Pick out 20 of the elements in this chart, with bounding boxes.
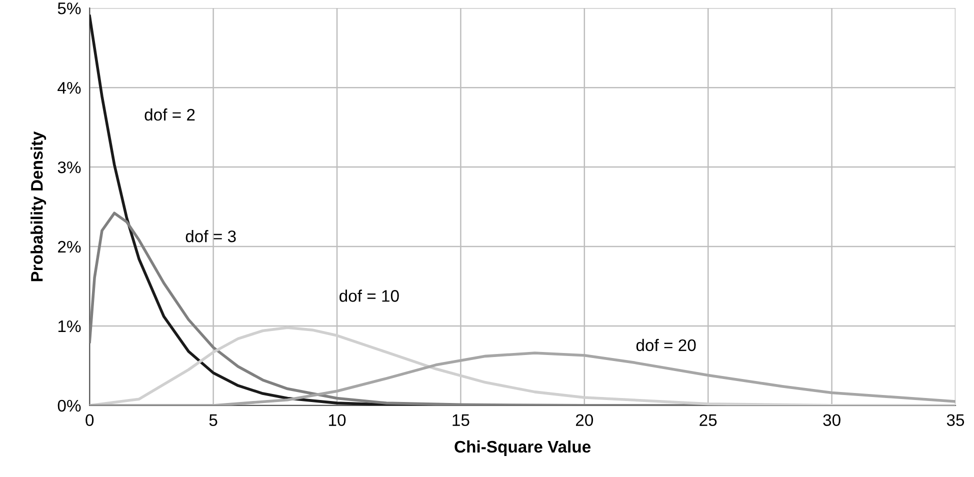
y-axis-title: Probability Density [30, 131, 46, 282]
y-tick-label: 5% [58, 2, 81, 14]
series-label: dof = 20 [636, 338, 696, 352]
text: dof = 10 [340, 290, 399, 302]
x-tick-label: 5 [209, 414, 218, 426]
x-tick-label: 10 [329, 414, 346, 426]
text: dof = 3 [186, 230, 236, 242]
x-tick-label: 35 [946, 414, 964, 426]
x-tick-label: 0 [86, 414, 94, 426]
y-tick-label: 1% [58, 320, 81, 332]
x-tick-label: 15 [452, 414, 470, 426]
y-tick-label: 3% [58, 161, 81, 174]
text: dof = 2 [144, 108, 195, 121]
x-axis-title: Chi-Square Value [454, 440, 591, 456]
x-tick-label: 20 [576, 414, 594, 426]
y-tick-label: 4% [58, 82, 81, 94]
y-tick-label: 0% [58, 400, 81, 412]
x-tick-label: 30 [823, 414, 840, 426]
y-tick-label: 2% [58, 240, 81, 253]
x-tick-label: 25 [700, 414, 717, 426]
